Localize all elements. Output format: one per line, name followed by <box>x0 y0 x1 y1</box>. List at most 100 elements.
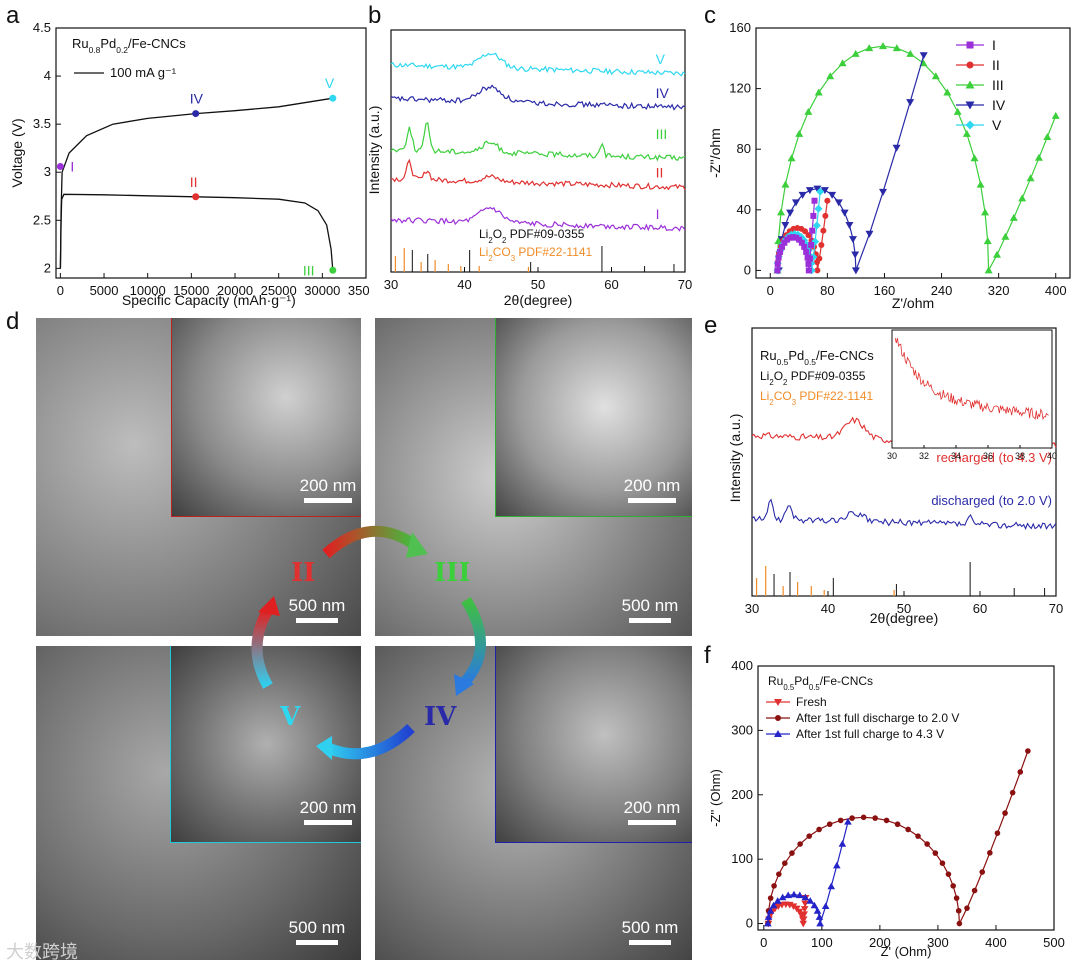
chart-c-marker-IV <box>813 185 822 193</box>
chart-e-inset-xtick-label: 34 <box>951 451 961 461</box>
chart-b-xtick-label: 60 <box>604 277 618 292</box>
chart-c-marker-I <box>805 260 812 267</box>
scale-bar-inset-IV: 200 nm <box>622 798 682 825</box>
chart-a-point-IV <box>192 110 200 118</box>
chart-f-marker-1 <box>849 815 855 821</box>
chart-c-xtick-label: 400 <box>1045 283 1067 298</box>
chart-c-legend-label-V: V <box>992 117 1002 133</box>
chart-c-marker-III <box>953 107 962 115</box>
chart-f-marker-1 <box>1025 748 1031 754</box>
chart-c-marker-II <box>822 212 829 219</box>
chart-e-inset-series <box>894 337 1049 421</box>
panel-label-a: a <box>6 2 20 29</box>
chart-c-marker-III <box>781 180 790 188</box>
chart-c-marker-III <box>962 129 971 137</box>
chart-f-xtick-label: 200 <box>869 935 891 950</box>
chart-f-marker-1 <box>924 841 930 847</box>
chart-c-marker-III <box>826 72 835 80</box>
panel-label-e: e <box>704 312 718 339</box>
chart-f-xtick-label: 100 <box>811 935 833 950</box>
chart-a-xtick-label: 5000 <box>90 283 119 298</box>
chart-c-legend-marker-IV <box>965 101 975 110</box>
chart-f-annotation-title: Ru0.5Pd0.5/Fe-CNCs <box>768 674 873 692</box>
chart-a-point-V <box>329 94 337 102</box>
chart-a-xtick-label: 30000 <box>304 283 340 298</box>
chart-f-marker-1 <box>883 817 890 824</box>
chart-a-point-III <box>329 266 337 274</box>
chart-c-marker-IV <box>840 209 849 217</box>
chart-f-marker-1 <box>837 817 844 824</box>
chart-a-point-I <box>56 162 64 170</box>
chart-f-marker-1 <box>776 871 782 877</box>
chart-a-plot-frame <box>55 27 367 279</box>
chart-c-marker-III <box>814 88 823 96</box>
chart-a-ytick-label: 3 <box>44 164 51 179</box>
chart-b-ref-label-li2o2: Li2O2 PDF#09-0355 <box>479 227 585 245</box>
chart-f-xlabel: Z' (Ohm) <box>881 944 932 959</box>
chart-c-marker-III <box>983 237 992 245</box>
chart-f-marker-2 <box>827 882 836 890</box>
chart-a-xtick-label: 10000 <box>130 283 166 298</box>
chart-f-ylabel: -Z'' (Ohm) <box>708 769 723 827</box>
chart-c-ytick-label: 160 <box>729 20 751 35</box>
chart-c-marker-IV <box>892 144 901 152</box>
chart-f-xtick-label: 300 <box>927 935 949 950</box>
chart-c-marker-III <box>787 154 796 162</box>
chart-f-marker-0 <box>789 903 798 910</box>
chart-f-marker-2 <box>790 890 798 898</box>
chart-b-xtick-label: 70 <box>678 277 692 292</box>
chart-c-marker-I <box>811 197 818 204</box>
chart-c-marker-IV <box>865 230 874 238</box>
chart-f-marker-1 <box>915 833 921 839</box>
chart-a-xtick-label: 25000 <box>261 283 297 298</box>
chart-f-marker-1 <box>939 860 946 867</box>
chart-c-marker-III <box>976 180 985 188</box>
stage-label-IV: IV <box>424 702 457 732</box>
chart-e-xtick-label: 30 <box>745 601 759 616</box>
chart-f-marker-1 <box>797 841 803 847</box>
chart-f-marker-1 <box>826 821 833 828</box>
chart-f-marker-2 <box>833 861 841 869</box>
stage-label-III: III <box>434 558 471 588</box>
chart-c-ytick-label: 120 <box>729 81 751 96</box>
chart-c-marker-III <box>777 208 786 216</box>
chart-c-marker-II <box>820 227 827 234</box>
chart-c-marker-IV <box>820 187 829 195</box>
chart-c-marker-I <box>805 267 812 274</box>
stage-label-V: V <box>280 702 301 732</box>
sem-panel-d: 200 nm 500 nm 200 nm 500 nm 200 nm 500 n… <box>36 318 692 960</box>
chart-b-series-label-V: V <box>656 51 666 67</box>
chart-c-marker-IV <box>906 99 915 107</box>
sem-inset-stage-II <box>171 318 361 517</box>
scale-bar-main-V: 500 nm <box>282 918 352 945</box>
chart-f-marker-1 <box>971 887 978 894</box>
chart-a-voltage-profile: 0 5000 10000 15000 20000 25000 30000 35000 2 2.5 3… <box>9 20 370 308</box>
chart-f-marker-2 <box>764 919 772 927</box>
chart-a-xtick-label: 15000 <box>173 283 209 298</box>
chart-b-series-label-II: II <box>656 165 664 181</box>
chart-c-marker-IV <box>828 191 837 199</box>
chart-c-marker-III <box>795 129 804 137</box>
chart-c-xtick-label: 0 <box>767 283 774 298</box>
chart-f-ytick-label: 300 <box>731 722 753 737</box>
chart-c-marker-I <box>806 255 813 262</box>
chart-e-xlabel: 2θ(degree) <box>870 610 939 626</box>
chart-f-marker-2 <box>764 913 773 920</box>
chart-a-point-label-IV: IV <box>190 91 204 107</box>
chart-c-marker-III <box>1009 213 1018 221</box>
scale-bar-main-III: 500 nm <box>615 596 685 623</box>
chart-f-marker-2 <box>795 891 804 899</box>
chart-e-xrd: 30 40 50 60 70 2θ(degree) Intensity (a.u.) Ru0.… <box>727 327 1063 626</box>
chart-b-series-label-III: III <box>656 126 668 142</box>
chart-c-legend-label-II: II <box>992 57 1000 73</box>
chart-f-marker-1 <box>771 883 777 889</box>
chart-f-marker-2 <box>806 897 815 904</box>
chart-f-marker-1 <box>955 907 962 914</box>
chart-f-marker-2 <box>766 907 775 914</box>
chart-f-marker-2 <box>815 913 824 920</box>
chart-c-marker-III <box>892 44 901 52</box>
chart-f-ytick-label: 200 <box>731 787 753 802</box>
stage-label-II: II <box>291 558 316 588</box>
chart-c-ytick-label: 0 <box>744 262 751 277</box>
chart-f-marker-2 <box>810 901 819 909</box>
